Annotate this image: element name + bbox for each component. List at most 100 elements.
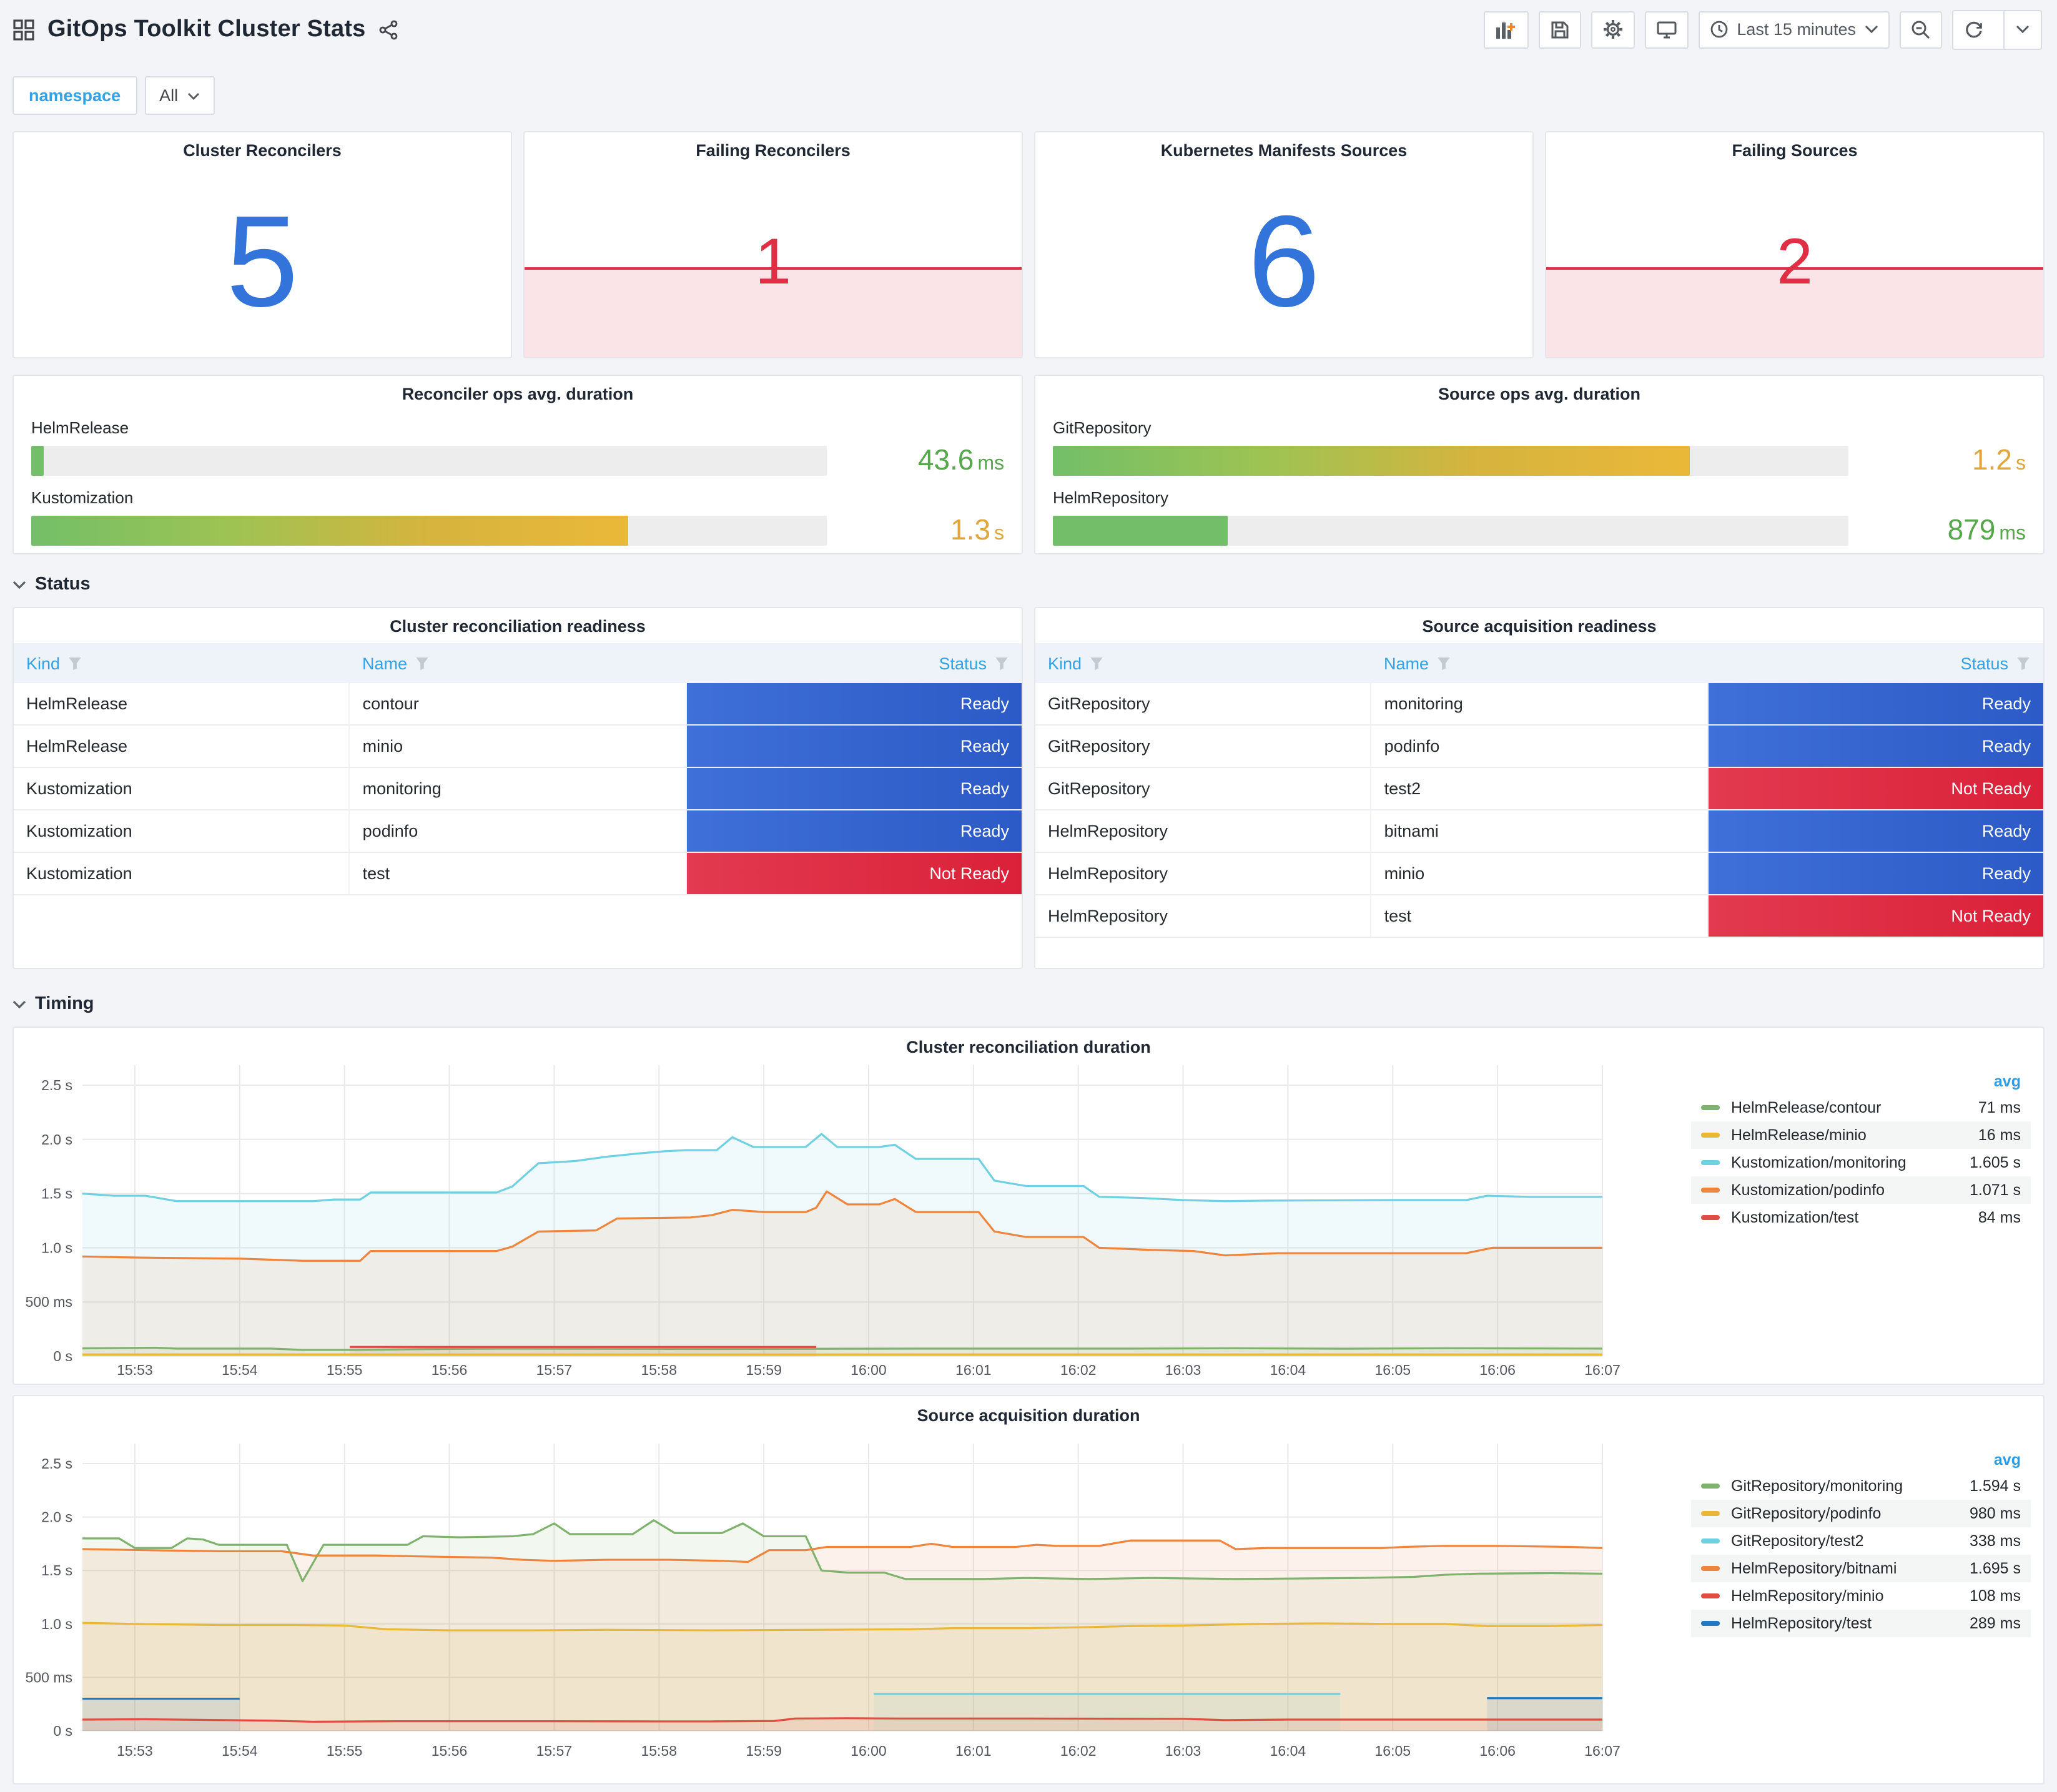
legend-item[interactable]: Kustomization/test 84 ms	[1691, 1204, 2031, 1231]
legend-series-name: HelmRelease/contour	[1731, 1099, 1882, 1116]
cell-kind: HelmRepository	[1035, 810, 1372, 852]
table-row[interactable]: HelmRepository bitnami Ready	[1035, 810, 2043, 853]
chevron-down-icon	[1865, 25, 1878, 34]
column-header-label: Name	[362, 654, 408, 672]
cell-name: minio	[1372, 853, 1709, 894]
legend-item[interactable]: HelmRelease/contour 71 ms	[1691, 1094, 2031, 1121]
filter-icon[interactable]	[1436, 656, 1451, 671]
table-panel: Source acquisition readiness Kind Name Stat…	[1034, 607, 2045, 969]
gauge-row: HelmRepository 879 ms	[1053, 488, 2026, 547]
svg-text:16:01: 16:01	[955, 1743, 992, 1759]
section-status-label: Status	[35, 574, 91, 594]
dashboard-settings-button[interactable]	[1591, 11, 1635, 48]
svg-text:2.0 s: 2.0 s	[41, 1131, 72, 1148]
cell-status-badge: Ready	[686, 810, 1022, 852]
svg-text:2.5 s: 2.5 s	[41, 1077, 72, 1093]
time-series-plot[interactable]: 15:53 15:54 15:55 15:56 15:57 15:58 15:59 16:00…	[14, 1396, 1637, 1783]
legend-item[interactable]: Kustomization/monitoring 1.605 s	[1691, 1149, 2031, 1176]
gauge-value: 879 ms	[1868, 513, 2026, 547]
stat-panels-row: Cluster Reconcilers 5 Failing Reconcilers 1…	[12, 131, 2045, 358]
dashboards-icon[interactable]	[12, 18, 35, 41]
zoom-out-time-button[interactable]	[1900, 11, 1942, 48]
table-row[interactable]: HelmRepository minio Ready	[1035, 853, 2043, 895]
legend-series-name: Kustomization/test	[1731, 1209, 1859, 1226]
legend-item[interactable]: Kustomization/podinfo 1.071 s	[1691, 1176, 2031, 1204]
series-line	[82, 1717, 1602, 1723]
filter-icon[interactable]	[994, 656, 1009, 671]
legend-item[interactable]: HelmRepository/test 289 ms	[1691, 1610, 2031, 1637]
legend-item[interactable]: GitRepository/test2 338 ms	[1691, 1527, 2031, 1555]
legend-series-name: Kustomization/monitoring	[1731, 1154, 1907, 1171]
save-dashboard-button[interactable]	[1538, 11, 1581, 48]
cycle-view-mode-button[interactable]	[1644, 11, 1689, 48]
column-header-kind[interactable]: Kind	[1035, 654, 1371, 672]
stat-panel-title: Kubernetes Manifests Sources	[1160, 141, 1408, 160]
stat-panel-title: Failing Sources	[1732, 141, 1858, 160]
legend-avg-header[interactable]: avg	[1993, 1451, 2021, 1469]
share-icon[interactable]	[378, 19, 398, 39]
section-status[interactable]: Status	[12, 569, 2057, 599]
filter-icon[interactable]	[415, 656, 430, 671]
stat-panel: Failing Reconcilers 1	[523, 131, 1023, 358]
table-row[interactable]: HelmRepository test Not Ready	[1035, 895, 2043, 938]
column-header-kind[interactable]: Kind	[14, 654, 350, 672]
chevron-down-icon	[12, 1000, 26, 1008]
time-range-label: Last 15 minutes	[1737, 20, 1856, 39]
table-row[interactable]: Kustomization podinfo Ready	[14, 810, 1022, 853]
refresh-dashboard-button[interactable]	[1953, 11, 1995, 48]
filter-icon[interactable]	[67, 656, 82, 671]
column-header-name[interactable]: Name	[1371, 654, 1707, 672]
time-series-plot[interactable]: 15:53 15:54 15:55 15:56 15:57 15:58 15:59 16:00…	[14, 1028, 1637, 1384]
table-row[interactable]: HelmRelease minio Ready	[14, 726, 1022, 768]
series-line	[82, 1133, 1602, 1203]
svg-text:15:55: 15:55	[327, 1362, 363, 1378]
variable-namespace-select[interactable]: All	[144, 76, 215, 115]
series-line	[82, 1622, 1603, 1632]
column-header-status[interactable]: Status	[1707, 654, 2043, 672]
table-row[interactable]: GitRepository monitoring Ready	[1035, 683, 2043, 726]
legend-series-name: HelmRepository/test	[1731, 1615, 1872, 1632]
gauge-label: GitRepository	[1053, 418, 1152, 437]
refresh-interval-dropdown[interactable]	[2003, 11, 2041, 48]
section-timing[interactable]: Timing	[12, 989, 2057, 1019]
filter-icon[interactable]	[1089, 656, 1104, 671]
bar-gauge-panel: Source ops avg. duration GitRepository 1.2…	[1034, 375, 2045, 554]
legend-avg-value: 84 ms	[1978, 1209, 2021, 1226]
table-row[interactable]: GitRepository podinfo Ready	[1035, 726, 2043, 768]
svg-text:16:00: 16:00	[851, 1743, 887, 1759]
legend-item[interactable]: HelmRepository/bitnami 1.695 s	[1691, 1555, 2031, 1582]
stat-panel: Cluster Reconcilers 5	[12, 131, 512, 358]
gauge-panel-title: Reconciler ops avg. duration	[402, 385, 634, 403]
legend-item[interactable]: HelmRelease/minio 16 ms	[1691, 1121, 2031, 1149]
table-row[interactable]: GitRepository test2 Not Ready	[1035, 768, 2043, 810]
stat-panel: Kubernetes Manifests Sources 6	[1034, 131, 1534, 358]
svg-text:16:05: 16:05	[1374, 1743, 1411, 1759]
gauge-track	[31, 445, 827, 475]
column-header-label: Kind	[26, 654, 61, 672]
table-row[interactable]: HelmRelease contour Ready	[14, 683, 1022, 726]
variable-namespace-label[interactable]: namespace	[12, 76, 137, 115]
gauge-bar-fill	[1053, 515, 1228, 545]
cell-kind: Kustomization	[14, 853, 350, 894]
filter-icon[interactable]	[2016, 656, 2031, 671]
legend-item[interactable]: HelmRepository/minio 108 ms	[1691, 1582, 2031, 1610]
add-panel-button[interactable]	[1483, 11, 1529, 48]
legend-item[interactable]: GitRepository/monitoring 1.594 s	[1691, 1472, 2031, 1500]
legend-series-name: HelmRepository/minio	[1731, 1587, 1884, 1605]
column-header-name[interactable]: Name	[350, 654, 686, 672]
table-row[interactable]: Kustomization monitoring Ready	[14, 768, 1022, 810]
time-range-picker[interactable]: Last 15 minutes	[1698, 11, 1890, 48]
table-row[interactable]: Kustomization test Not Ready	[14, 853, 1022, 895]
stat-sparkline	[1546, 267, 2043, 357]
cell-status-badge: Ready	[1708, 726, 2043, 767]
chart-title: Cluster reconciliation duration	[906, 1038, 1151, 1056]
cell-name: monitoring	[350, 768, 687, 809]
legend-avg-header[interactable]: avg	[1993, 1073, 2021, 1090]
legend-item[interactable]: GitRepository/podinfo 980 ms	[1691, 1500, 2031, 1527]
svg-text:15:53: 15:53	[117, 1743, 153, 1759]
legend-series-name: Kustomization/podinfo	[1731, 1181, 1885, 1199]
svg-text:15:54: 15:54	[222, 1743, 258, 1759]
gauge-row: Kustomization 1.3 s	[31, 488, 1004, 547]
legend-avg-value: 1.071 s	[1969, 1181, 2021, 1199]
column-header-status[interactable]: Status	[686, 654, 1022, 672]
